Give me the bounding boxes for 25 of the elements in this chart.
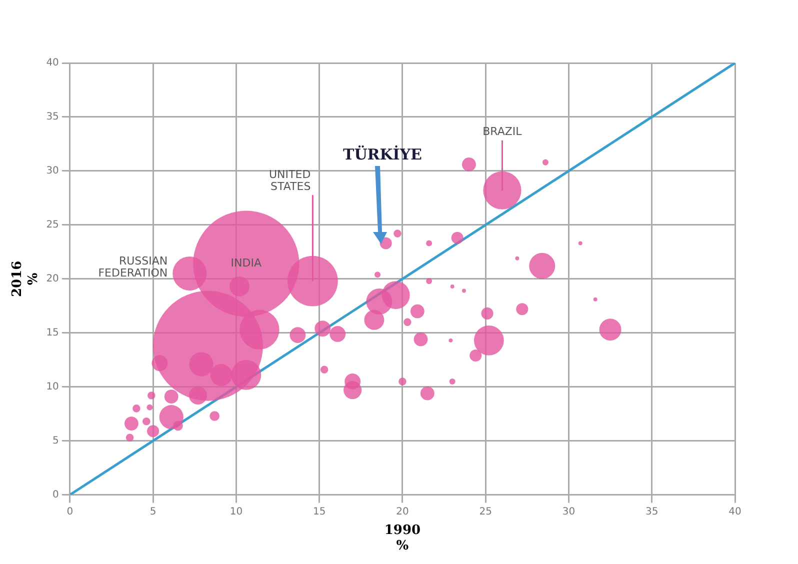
y-tick-label: 25	[46, 220, 59, 231]
y-tick-label: 35	[46, 112, 59, 123]
annotation: UNITED STATES	[269, 168, 311, 193]
y-tick-label: 5	[52, 435, 59, 446]
y-tick-label: 20	[46, 273, 59, 284]
x-tick-label: 0	[66, 506, 74, 518]
annotation: RUSSIAN FEDERATION	[98, 254, 168, 280]
x-axis-title: 1990 %	[384, 522, 421, 554]
x-tick-label: 30	[562, 506, 576, 518]
x-tick-label: 20	[396, 506, 409, 518]
x-tick-label: 35	[646, 506, 658, 518]
annotation: BRAZIL	[482, 125, 523, 138]
y-tick-label: 15	[46, 327, 59, 338]
x-tick-label: 40	[728, 506, 742, 518]
y-tick-label: 40	[46, 58, 59, 69]
x-tick-label: 25	[479, 506, 492, 518]
x-tick-label: 10	[230, 506, 243, 518]
annotation: TÜRKİYE	[343, 144, 422, 164]
annotation: INDIA	[230, 256, 262, 270]
x-tick-label: 15	[312, 506, 326, 518]
y-tick-label: 30	[46, 166, 59, 177]
y-tick-label: 10	[46, 381, 59, 392]
x-tick-label: 5	[150, 506, 156, 518]
y-tick-label: 0	[52, 489, 59, 500]
y-axis-title: 2016 %	[10, 260, 41, 297]
